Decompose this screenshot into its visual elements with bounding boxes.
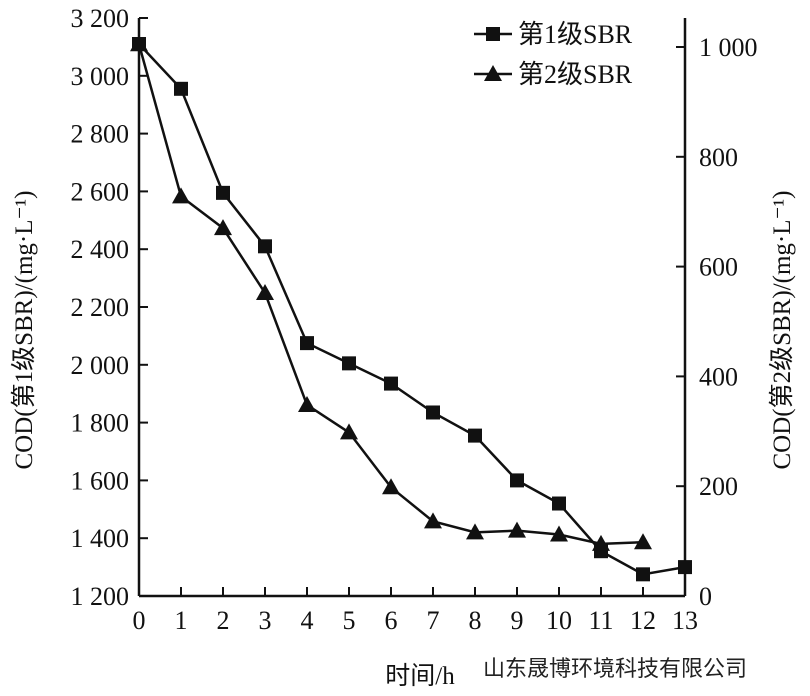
legend-marker-1 [486, 27, 500, 41]
left-y-tick-label: 2 600 [71, 177, 130, 206]
legend-label-2: 第2级SBR [518, 60, 633, 89]
series-1-point [216, 185, 230, 200]
x-axis-title: 时间/h [385, 662, 455, 690]
series-2-point [214, 219, 232, 236]
series-2-point [424, 512, 442, 529]
left-y-tick-label: 2 800 [71, 120, 130, 149]
watermark-text: 山东晟博环境科技有限公司 [477, 644, 810, 696]
left-y-tick-label: 2 000 [71, 351, 130, 380]
series-1-point [468, 428, 482, 443]
right-y-tick-label: 800 [699, 143, 738, 172]
legend: 第1级SBR 第2级SBR [474, 20, 633, 89]
series-1-point [510, 473, 524, 488]
x-tick-label: 5 [343, 606, 356, 635]
x-tick-label: 13 [672, 606, 698, 635]
series-1-point [426, 405, 440, 420]
series-1-point [384, 376, 398, 391]
series-2-point [508, 521, 526, 538]
right-y-tick-label: 200 [699, 472, 738, 501]
axis-labels: 时间/h COD(第1级SBR)/(mg·L⁻¹) COD(第2级SBR)/(m… [10, 190, 796, 690]
left-y-tick-label: 1 800 [71, 409, 130, 438]
left-y-axis-title: COD(第1级SBR)/(mg·L⁻¹) [10, 190, 38, 469]
left-y-tick-label: 2 200 [71, 293, 130, 322]
x-tick-label: 11 [588, 606, 613, 635]
series-2-point [298, 395, 316, 412]
left-y-tick-label: 3 200 [71, 4, 130, 33]
x-tick-label: 12 [630, 606, 656, 635]
left-y-tick-label: 3 000 [71, 62, 130, 91]
x-tick-label: 1 [175, 606, 188, 635]
series-2-point [550, 525, 568, 542]
x-tick-label: 4 [301, 606, 314, 635]
series-2-point [256, 283, 274, 300]
x-tick-label: 3 [259, 606, 272, 635]
series-layer [130, 35, 692, 582]
x-tick-label: 0 [133, 606, 146, 635]
series-1-point [678, 560, 692, 575]
series-1-point [342, 356, 356, 371]
x-tick-label: 7 [427, 606, 440, 635]
right-y-tick-label: 600 [699, 253, 738, 282]
x-tick-label: 10 [546, 606, 572, 635]
x-tick-label: 9 [511, 606, 524, 635]
right-y-tick-label: 1 000 [699, 33, 758, 62]
series-1-point [300, 336, 314, 351]
series-1-point [636, 567, 650, 582]
series-2-point [466, 523, 484, 540]
left-y-tick-label: 1 400 [71, 524, 130, 553]
left-y-tick-label: 1 600 [71, 466, 130, 495]
x-tick-label: 8 [469, 606, 482, 635]
series-2-point [634, 533, 652, 550]
series-2-point [130, 35, 148, 52]
x-tick-label: 6 [385, 606, 398, 635]
left-y-tick-label: 1 200 [71, 582, 130, 611]
left-y-tick-label: 2 400 [71, 235, 130, 264]
series-line-1 [138, 43, 686, 576]
right-y-tick-label: 0 [699, 582, 712, 611]
series-2-point [382, 478, 400, 495]
series-2-point [340, 423, 358, 440]
series-line-2 [137, 43, 644, 546]
legend-marker-2 [484, 65, 502, 81]
x-tick-label: 2 [217, 606, 230, 635]
series-2-point [592, 534, 610, 551]
right-y-tick-label: 400 [699, 362, 738, 391]
legend-label-1: 第1级SBR [518, 20, 633, 49]
series-2-point [172, 187, 190, 204]
series-1-point [552, 496, 566, 511]
right-y-axis-title: COD(第2级SBR)/(mg·L⁻¹) [768, 190, 796, 469]
series-1-point [258, 239, 272, 254]
series-1-point [174, 81, 188, 96]
